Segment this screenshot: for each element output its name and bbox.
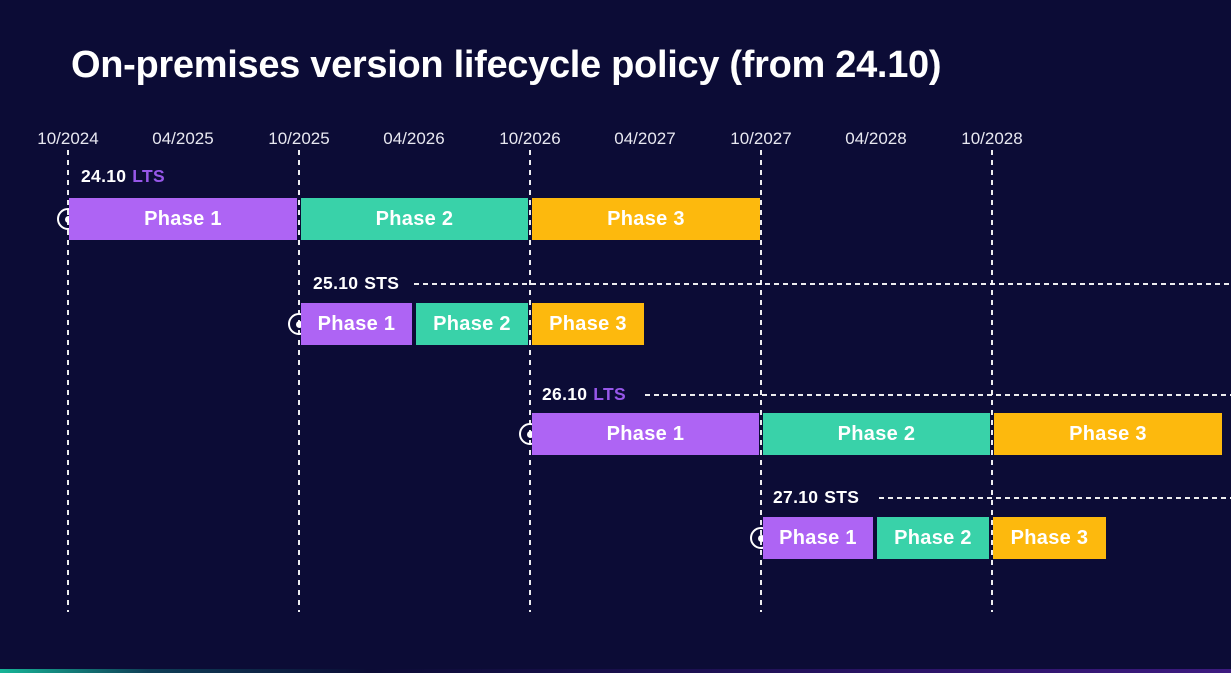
axis-tick-label: 10/2026 <box>499 129 561 148</box>
leader-dashed-line <box>414 283 1231 285</box>
version-label-27-10: 27.10 STS <box>773 487 859 508</box>
phase-2-bar: Phase 2 <box>416 303 528 345</box>
channel-badge-lts: LTS <box>132 166 165 186</box>
gridline-oct-2024 <box>67 150 69 612</box>
gridline-oct-2028 <box>991 150 993 612</box>
phase-1-bar: Phase 1 <box>763 517 873 559</box>
channel-badge-lts: LTS <box>593 384 626 404</box>
version-number: 24.10 <box>81 166 127 186</box>
footer-gradient-strip <box>0 669 1231 673</box>
phase-2-bar: Phase 2 <box>763 413 990 455</box>
phase-3-bar: Phase 3 <box>994 413 1222 455</box>
phase-1-bar: Phase 1 <box>69 198 297 240</box>
gridline-oct-2026 <box>529 150 531 612</box>
axis-tick-label: 04/2026 <box>383 129 445 148</box>
gridline-oct-2027 <box>760 150 762 612</box>
phase-1-bar: Phase 1 <box>532 413 759 455</box>
version-label-26-10: 26.10 LTS <box>542 384 626 405</box>
phase-3-bar: Phase 3 <box>532 198 760 240</box>
axis-tick-label: 04/2025 <box>152 129 214 148</box>
leader-dashed-line <box>879 497 1231 499</box>
channel-badge-sts: STS <box>824 487 860 507</box>
phase-3-bar: Phase 3 <box>993 517 1106 559</box>
axis-tick-label: 10/2025 <box>268 129 330 148</box>
channel-badge-sts: STS <box>364 273 400 293</box>
axis-tick-label: 04/2027 <box>614 129 676 148</box>
page-title: On-premises version lifecycle policy (fr… <box>71 44 942 86</box>
version-number: 27.10 <box>773 487 819 507</box>
axis-tick-label: 10/2024 <box>37 129 99 148</box>
phase-2-bar: Phase 2 <box>301 198 528 240</box>
phase-2-bar: Phase 2 <box>877 517 989 559</box>
axis-tick-label: 04/2028 <box>845 129 907 148</box>
axis-tick-label: 10/2028 <box>961 129 1023 148</box>
axis-tick-label: 10/2027 <box>730 129 792 148</box>
phase-1-bar: Phase 1 <box>301 303 412 345</box>
version-label-25-10: 25.10 STS <box>313 273 399 294</box>
version-label-24-10: 24.10 LTS <box>81 166 165 187</box>
version-number: 25.10 <box>313 273 359 293</box>
version-number: 26.10 <box>542 384 588 404</box>
gridline-oct-2025 <box>298 150 300 612</box>
phase-3-bar: Phase 3 <box>532 303 644 345</box>
leader-dashed-line <box>645 394 1231 396</box>
